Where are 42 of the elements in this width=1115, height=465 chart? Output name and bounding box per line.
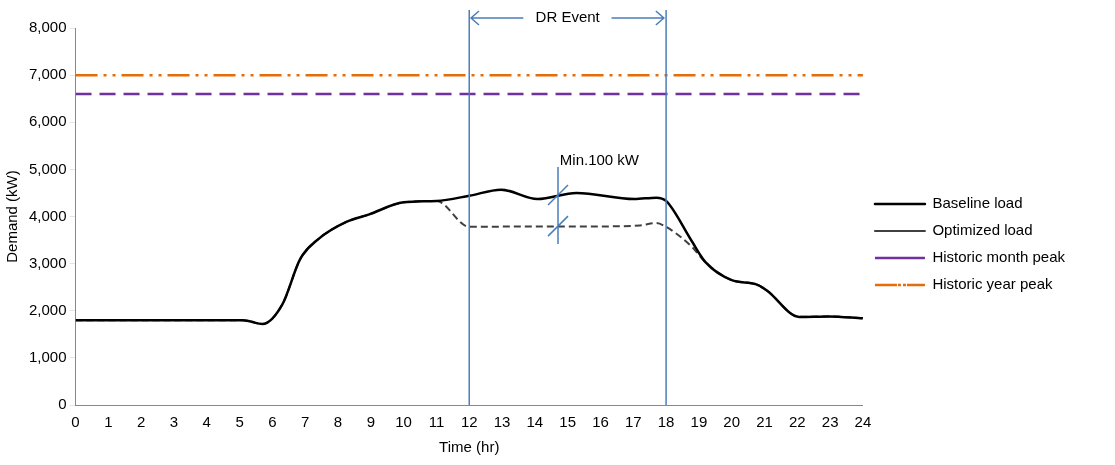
y-axis-title: Demand (kW) — [3, 170, 21, 263]
x-tick-label: 5 — [235, 413, 244, 431]
y-tick-label: 7,000 — [28, 65, 67, 83]
x-tick-label: 23 — [821, 413, 839, 431]
legend-label: Historic month peak — [932, 248, 1066, 266]
legend-label: Optimized load — [932, 221, 1033, 239]
x-tick-label: 21 — [756, 413, 773, 431]
y-tick-label: 1,000 — [28, 348, 67, 366]
y-tick-label: 2,000 — [28, 300, 67, 318]
text: DR Event — [535, 8, 601, 26]
x-tick-label: 8 — [333, 413, 343, 431]
x-tick-label: 13 — [493, 413, 511, 431]
annotation: Min.100 kW — [559, 151, 640, 169]
y-tick-label: 3,000 — [28, 253, 67, 271]
y-tick-label: 4,000 — [28, 206, 67, 224]
x-tick-label: 18 — [657, 413, 675, 431]
x-axis-title: Time (hr) — [439, 438, 500, 456]
x-tick-label: 22 — [788, 413, 806, 431]
x-tick-label: 12 — [460, 413, 478, 431]
legend-label: Historic year peak — [932, 275, 1053, 293]
x-tick-label: 3 — [169, 413, 179, 431]
x-tick-label: 7 — [301, 413, 310, 431]
y-tick-label: 0 — [58, 395, 67, 413]
y-tick-label: 6,000 — [28, 112, 67, 130]
x-tick-label: 6 — [268, 413, 277, 431]
x-tick-label: 19 — [690, 413, 708, 431]
x-tick-label: 4 — [202, 413, 211, 431]
x-tick-label: 9 — [366, 413, 375, 431]
legend-label: Baseline load — [932, 194, 1023, 212]
x-tick-label: 16 — [592, 413, 609, 431]
x-tick-label: 17 — [624, 413, 642, 431]
x-tick-label: 20 — [723, 413, 741, 431]
y-tick-label: 8,000 — [28, 18, 67, 36]
x-tick-label: 0 — [71, 413, 80, 431]
y-tick-label: 5,000 — [28, 159, 67, 177]
x-tick-label: 2 — [136, 413, 146, 431]
x-tick-label: 10 — [395, 413, 412, 431]
x-tick-label: 14 — [526, 413, 544, 431]
x-tick-label: 1 — [104, 413, 113, 431]
x-tick-label: 15 — [559, 413, 577, 431]
x-tick-label: 24 — [854, 413, 872, 431]
x-tick-label: 11 — [428, 413, 445, 431]
